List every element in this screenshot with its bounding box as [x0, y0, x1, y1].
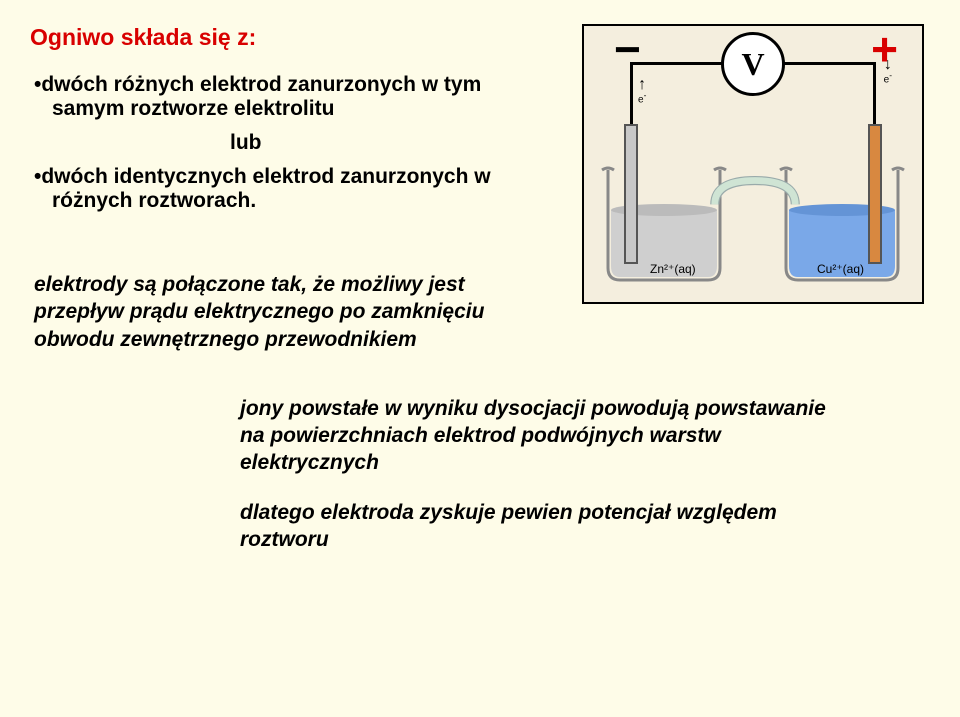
indent1-line-3: elektrycznych: [240, 449, 880, 476]
voltmeter-icon: V: [721, 32, 785, 96]
zn-ion-label: Zn²⁺(aq): [650, 262, 696, 276]
salt-bridge-icon: [678, 176, 832, 210]
wire-vertical-right: [873, 62, 876, 126]
electron-flow-left: ↑ e-: [638, 80, 646, 105]
italic-line-2: przepływ prądu elektrycznego po zamknięc…: [34, 298, 550, 325]
wire-top-right: [782, 62, 876, 65]
wire-vertical-left: [630, 62, 633, 126]
electron-label: e-: [638, 90, 646, 105]
zinc-electrode: [624, 124, 638, 264]
cu-ion-label: Cu²⁺(aq): [817, 262, 864, 276]
arrow-down-icon: ↓: [884, 60, 892, 70]
italic-line-3: obwodu zewnętrznego przewodnikiem: [34, 326, 550, 353]
minus-sign: −: [614, 26, 641, 72]
indent2-line-1: dlatego elektroda zyskuje pewien potencj…: [240, 499, 880, 526]
indented-paragraph-2: dlatego elektroda zyskuje pewien potencj…: [240, 499, 880, 554]
italic-line-1: elektrody są połączone tak, że możliwy j…: [34, 271, 550, 298]
italic-paragraph: elektrody są połączone tak, że możliwy j…: [30, 271, 550, 353]
electron-label: e-: [884, 70, 892, 85]
indent1-line-2: na powierzchniach elektrod podwójnych wa…: [240, 422, 880, 449]
indent2-line-2: roztworu: [240, 526, 880, 553]
copper-electrode: [868, 124, 882, 264]
galvanic-cell-diagram: − + V ↑ e- e- ↓: [582, 24, 924, 304]
indented-paragraph-1: jony powstałe w wyniku dysocjacji powodu…: [240, 395, 880, 477]
slide-page: Ogniwo składa się z: •dwóch różnych elek…: [0, 0, 960, 717]
electron-flow-right: e- ↓: [884, 60, 892, 85]
indent1-line-1: jony powstałe w wyniku dysocjacji powodu…: [240, 395, 880, 422]
arrow-up-icon: ↑: [638, 80, 646, 90]
wire-top-left: [630, 62, 724, 65]
